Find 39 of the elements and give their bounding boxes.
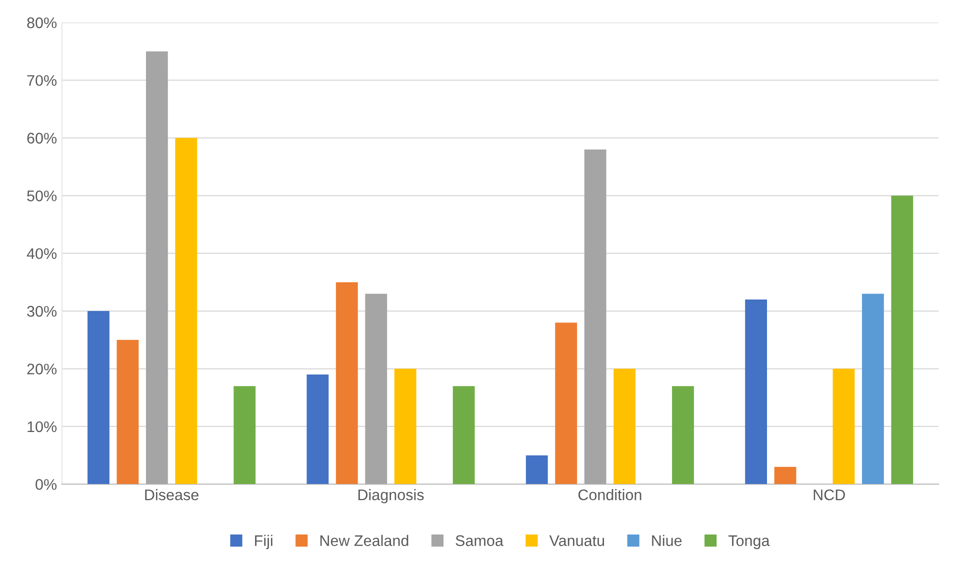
bar xyxy=(336,282,358,484)
y-tick-label: 10% xyxy=(28,421,57,432)
legend-label: Vanuatu xyxy=(549,535,604,546)
y-tick-label: 30% xyxy=(27,306,57,317)
bar xyxy=(146,51,168,484)
legend-label: Niue xyxy=(652,534,682,546)
bar xyxy=(584,149,606,484)
bar xyxy=(526,455,548,484)
y-tick-label: 50% xyxy=(27,190,57,202)
x-tick-label: NCD xyxy=(814,489,845,500)
bar xyxy=(891,196,914,484)
bar xyxy=(306,374,329,484)
bar xyxy=(745,300,768,484)
y-tick-label: 40% xyxy=(26,248,57,260)
bar xyxy=(832,368,855,484)
y-tick-label: 70% xyxy=(27,75,57,86)
legend-label: Tonga xyxy=(728,535,770,550)
bar xyxy=(88,311,110,484)
bar xyxy=(365,294,388,484)
bar xyxy=(175,138,198,484)
bar xyxy=(394,368,416,484)
bar xyxy=(614,368,636,484)
x-tick-label: Diagnosis xyxy=(358,489,424,504)
y-tick-label: 60% xyxy=(27,132,57,144)
bar xyxy=(672,386,694,484)
legend-label: Samoa xyxy=(456,535,504,546)
bar xyxy=(452,386,475,484)
bar xyxy=(234,386,256,484)
y-tick-label: 0% xyxy=(36,479,57,490)
y-tick-label: 20% xyxy=(27,364,57,374)
legend-label: Fiji xyxy=(255,534,272,550)
legend-label: New Zealand xyxy=(320,534,408,546)
bar xyxy=(862,294,884,484)
bar xyxy=(116,340,139,484)
bar xyxy=(774,466,796,484)
x-tick-label: Condition xyxy=(578,489,642,500)
bar xyxy=(555,322,578,484)
x-tick-label: Disease xyxy=(145,489,198,500)
y-tick-label: 80% xyxy=(27,17,57,28)
